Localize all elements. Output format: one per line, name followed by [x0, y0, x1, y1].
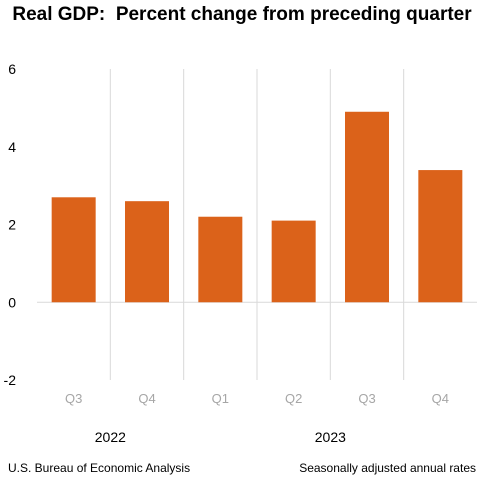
chart-title: Real GDP: Percent change from preceding … [12, 4, 472, 25]
source-note: U.S. Bureau of Economic Analysis [8, 461, 191, 475]
seasonal-adjustment-note: Seasonally adjusted annual rates [299, 461, 476, 475]
bar-6 [418, 170, 463, 303]
bar-2 [125, 201, 169, 303]
quarter-label: Q4 [138, 391, 155, 406]
quarter-label: Q3 [65, 391, 82, 406]
y-tick-label: 0 [8, 294, 16, 310]
year-label: 2023 [315, 429, 346, 445]
y-tick-label: -2 [4, 372, 17, 388]
bar-4 [271, 220, 316, 303]
quarter-label: Q2 [285, 391, 302, 406]
quarter-separators [109, 69, 405, 380]
quarter-label: Q1 [212, 391, 229, 406]
y-tick-label: 2 [8, 217, 16, 233]
quarter-label: Q3 [358, 391, 375, 406]
y-tick-label: 4 [8, 139, 16, 155]
quarter-label: Q4 [432, 391, 449, 406]
bars [51, 111, 463, 303]
bar-5 [345, 111, 389, 303]
y-tick-label: 6 [8, 61, 16, 77]
bar-3 [198, 216, 243, 303]
x-axis-labels: Q3 Q4 Q1 Q2 Q3 Q4 [65, 391, 449, 406]
year-label: 2022 [95, 429, 126, 445]
year-labels: 2022 2023 [95, 429, 346, 445]
y-axis: -2 0 2 4 6 [4, 61, 477, 388]
bar-1 [51, 197, 96, 303]
